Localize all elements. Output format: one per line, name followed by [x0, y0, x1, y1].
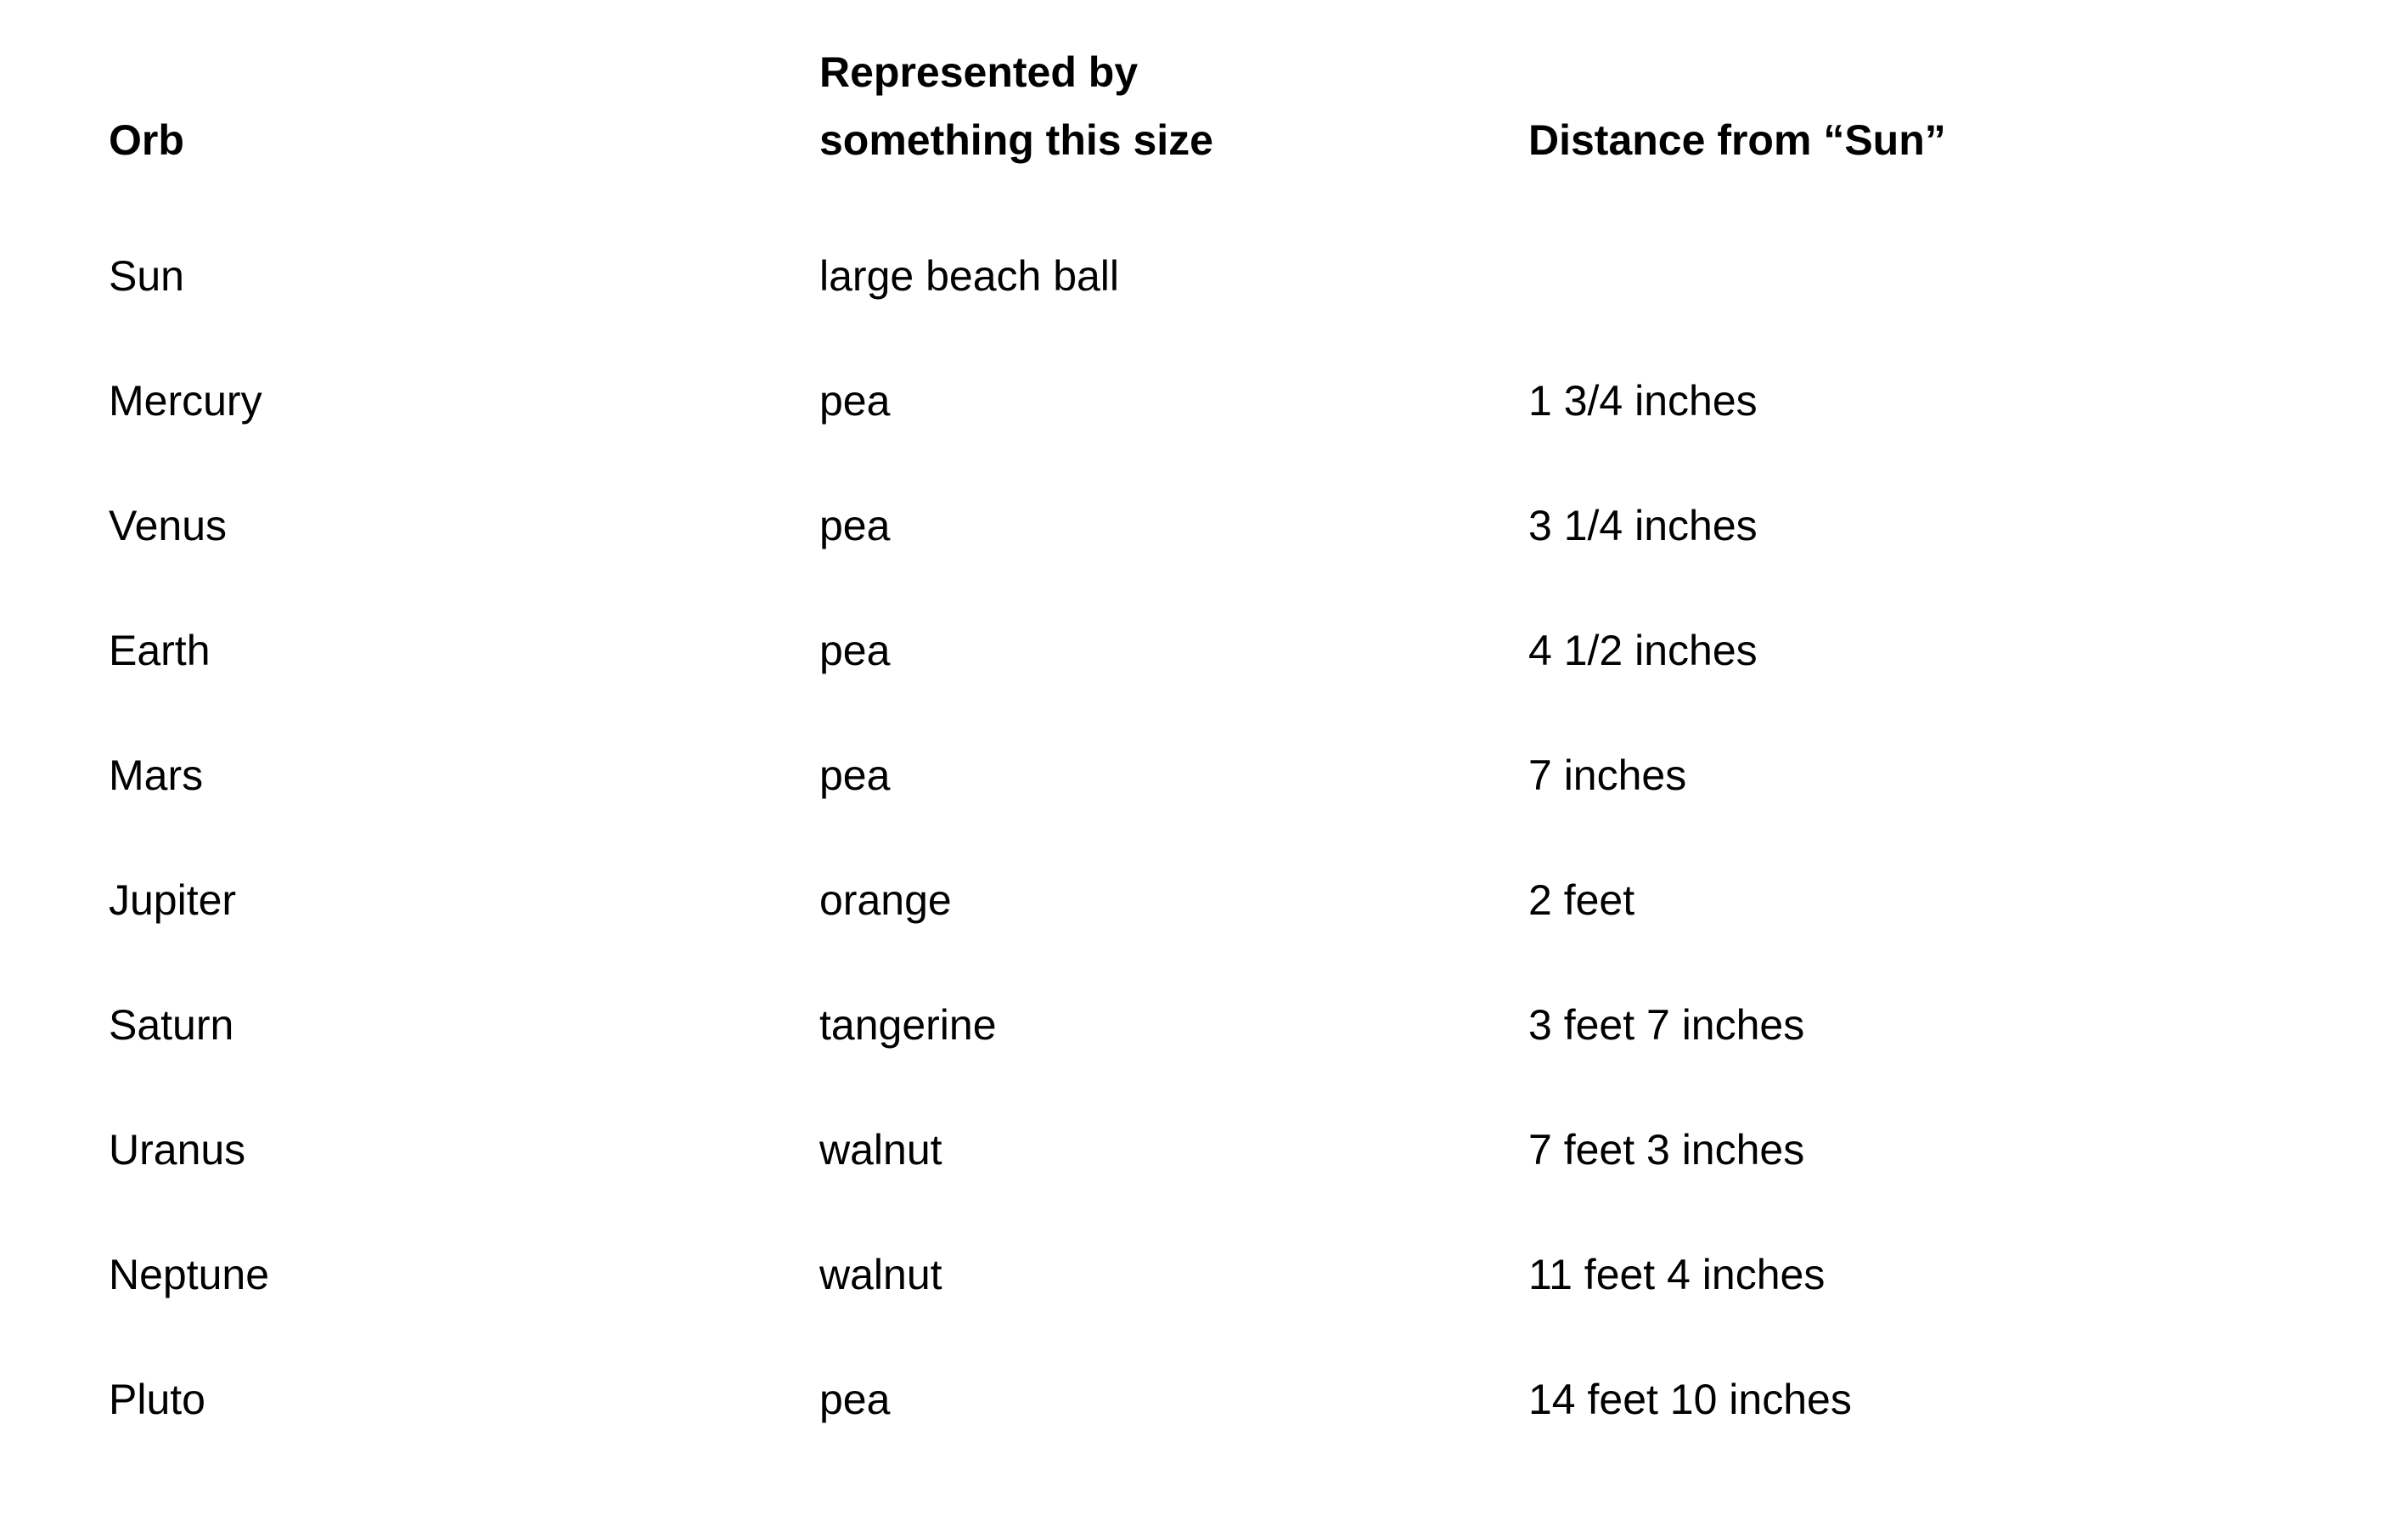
- table-body: Sun large beach ball Mercury pea 1 3/4 i…: [109, 213, 2408, 1461]
- table-row-saturn: Saturn tangerine 3 feet 7 inches: [109, 962, 2408, 1087]
- orb-name: Pluto: [109, 1375, 205, 1423]
- column-header-size: Represented by something this size: [819, 38, 1528, 174]
- table-row-pluto: Pluto pea 14 feet 10 inches: [109, 1337, 2408, 1461]
- column-header-size-line2: something this size: [819, 116, 1213, 164]
- orb-name: Neptune: [109, 1250, 270, 1298]
- orb-name: Uranus: [109, 1125, 246, 1174]
- table-row-venus: Venus pea 3 1/4 inches: [109, 463, 2408, 588]
- size-value: pea: [819, 376, 891, 425]
- column-header-size-line1: Represented by: [819, 48, 1139, 96]
- size-value: pea: [819, 626, 891, 674]
- distance-value: 7 inches: [1528, 751, 1687, 799]
- orb-name: Saturn: [109, 1000, 234, 1049]
- distance-value: 11 feet 4 inches: [1528, 1250, 1826, 1298]
- table-row-uranus: Uranus walnut 7 feet 3 inches: [109, 1087, 2408, 1212]
- size-value: large beach ball: [819, 251, 1120, 300]
- orb-name: Jupiter: [109, 875, 237, 924]
- orb-name: Venus: [109, 501, 228, 549]
- distance-value: 1 3/4 inches: [1528, 376, 1758, 425]
- distance-value: 3 1/4 inches: [1528, 501, 1758, 549]
- table-row-sun: Sun large beach ball: [109, 213, 2408, 338]
- table-row-neptune: Neptune walnut 11 feet 4 inches: [109, 1212, 2408, 1337]
- distance-value: 2 feet: [1528, 875, 1635, 924]
- orb-name: Mars: [109, 751, 204, 799]
- table-row-mars: Mars pea 7 inches: [109, 712, 2408, 837]
- table-row-mercury: Mercury pea 1 3/4 inches: [109, 338, 2408, 463]
- distance-value: 3 feet 7 inches: [1528, 1000, 1805, 1049]
- size-value: pea: [819, 751, 891, 799]
- table-row-earth: Earth pea 4 1/2 inches: [109, 588, 2408, 712]
- size-value: pea: [819, 501, 891, 549]
- column-header-orb-label: Orb: [109, 116, 184, 164]
- distance-value: 14 feet 10 inches: [1528, 1375, 1852, 1423]
- orb-name: Mercury: [109, 376, 262, 425]
- column-header-orb: Orb: [109, 106, 819, 174]
- orb-name: Sun: [109, 251, 184, 300]
- column-header-distance: Distance from “Sun”: [1528, 106, 2408, 174]
- distance-value: 4 1/2 inches: [1528, 626, 1758, 674]
- size-value: pea: [819, 1375, 891, 1423]
- size-value: walnut: [819, 1250, 942, 1298]
- size-value: walnut: [819, 1125, 942, 1174]
- size-value: tangerine: [819, 1000, 997, 1049]
- column-header-distance-label: Distance from “Sun”: [1528, 116, 1946, 164]
- table-header-row: Orb Represented by something this size D…: [109, 38, 2408, 174]
- table-row-jupiter: Jupiter orange 2 feet: [109, 837, 2408, 962]
- orb-name: Earth: [109, 626, 211, 674]
- distance-value: 7 feet 3 inches: [1528, 1125, 1805, 1174]
- size-value: orange: [819, 875, 952, 924]
